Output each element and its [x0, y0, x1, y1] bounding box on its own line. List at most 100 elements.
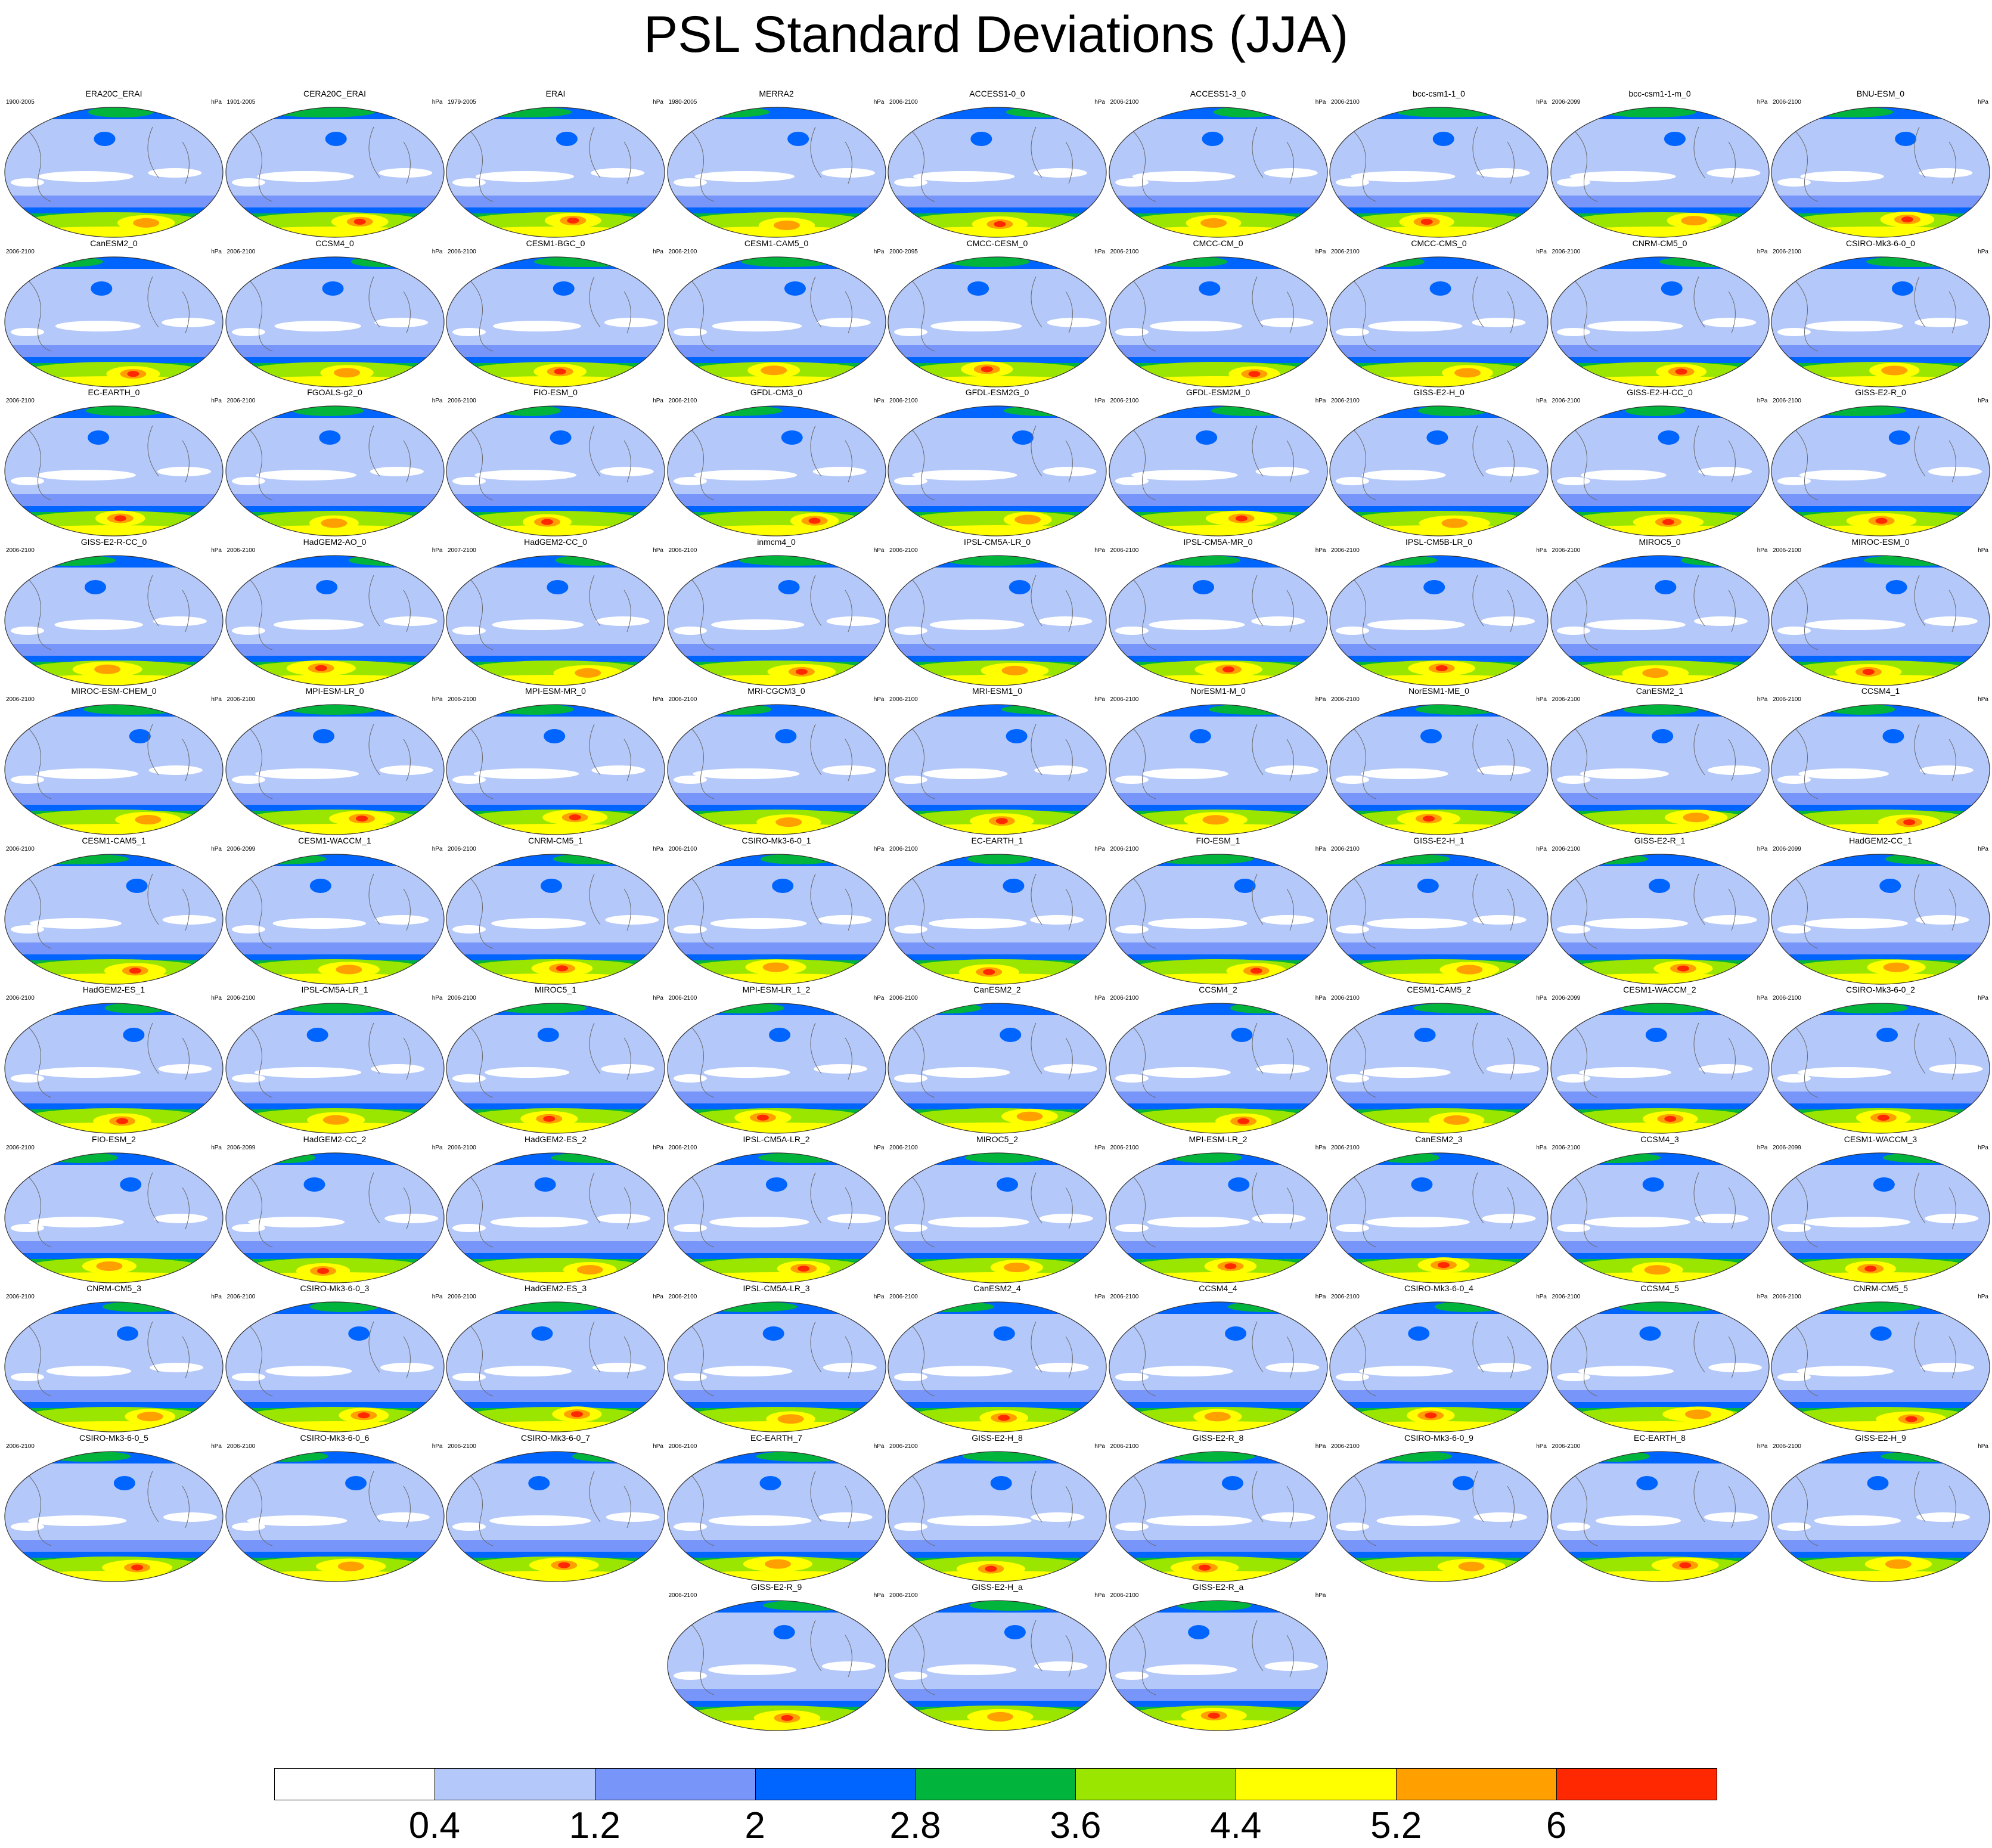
- panel-title: GFDL-ESM2G_0: [965, 387, 1029, 397]
- panel-unit: hPa: [1757, 1144, 1768, 1151]
- map-panel: GFDL-ESM2G_0 2006-2100 hPa: [887, 387, 1107, 539]
- global-map: [225, 405, 445, 537]
- map-panel: MIROC-ESM-CHEM_0 2006-2100 hPa: [4, 686, 224, 838]
- panel-unit: hPa: [653, 1443, 663, 1450]
- global-map: [1771, 704, 1990, 835]
- panel-title: HadGEM2-CC_1: [1849, 835, 1912, 845]
- map-panel: EC-EARTH_8 2006-2100 hPa: [1550, 1432, 1770, 1585]
- panel-years: 2006-2100: [889, 547, 918, 554]
- panel-title: BNU-ESM_0: [1856, 89, 1905, 98]
- global-map: [666, 107, 886, 238]
- panel-title: bcc-csm1-1_0: [1413, 89, 1465, 98]
- global-map: [1329, 256, 1549, 387]
- global-map: [1771, 1301, 1990, 1432]
- panel-title: GISS-E2-R_1: [1634, 835, 1686, 845]
- panel-unit: hPa: [1315, 995, 1326, 1001]
- panel-unit: hPa: [1978, 547, 1988, 554]
- map-panel: HadGEM2-CC_1 2006-2099 hPa: [1770, 835, 1991, 988]
- panel-years: 2006-2100: [889, 1144, 918, 1151]
- panel-title: MIROC-ESM-CHEM_0: [71, 686, 157, 696]
- panel-unit: hPa: [1315, 99, 1326, 106]
- panel-title: MIROC5_0: [1639, 537, 1681, 547]
- panel-years: 2006-2100: [1552, 547, 1581, 554]
- global-map: [1550, 107, 1770, 238]
- map-panel: CanESM2_4 2006-2100 hPa: [887, 1283, 1107, 1435]
- panel-years: 2006-2100: [448, 248, 476, 255]
- panel-unit: hPa: [1757, 99, 1768, 106]
- panel-years: 2006-2100: [448, 696, 476, 703]
- panel-unit: hPa: [653, 248, 663, 255]
- panel-years: 2006-2100: [668, 696, 697, 703]
- panel-unit: hPa: [1536, 248, 1547, 255]
- map-panel: CNRM-CM5_3 2006-2100 hPa: [4, 1283, 224, 1435]
- panel-years: 2006-2100: [889, 696, 918, 703]
- map-panel: IPSL-CM5A-LR_2 2006-2100 hPa: [666, 1134, 887, 1286]
- panel-unit: hPa: [1978, 696, 1988, 703]
- panel-unit: hPa: [1315, 845, 1326, 852]
- panel-unit: hPa: [432, 1294, 443, 1300]
- panel-title: CSIRO-Mk3-6-0_0: [1846, 238, 1915, 248]
- global-map: [1108, 704, 1328, 835]
- panel-unit: hPa: [1978, 1294, 1988, 1300]
- panel-years: 2006-2100: [448, 845, 476, 852]
- panel-years: 2006-2099: [1773, 1144, 1801, 1151]
- global-map: [225, 256, 445, 387]
- panel-title: CCSM4_2: [1199, 985, 1237, 994]
- global-map: [888, 1301, 1107, 1432]
- panel-years: 2006-2100: [1552, 845, 1581, 852]
- panel-years: 2006-2100: [226, 696, 256, 703]
- colorbar-swatch: [1075, 1768, 1237, 1800]
- map-panel: FGOALS-g2_0 2006-2100 hPa: [225, 387, 445, 539]
- map-panel: GISS-E2-R_0 2006-2100 hPa: [1770, 387, 1991, 539]
- panel-years: 2006-2099: [1552, 99, 1581, 106]
- panel-unit: hPa: [1536, 1443, 1547, 1450]
- global-map: [446, 1301, 665, 1432]
- global-map: [666, 853, 886, 985]
- global-map: [888, 853, 1107, 985]
- panel-years: 2006-2100: [1110, 248, 1139, 255]
- map-panel: IPSL-CM5A-LR_1 2006-2100 hPa: [225, 984, 445, 1137]
- panel-unit: hPa: [432, 547, 443, 554]
- panel-years: 2006-2100: [226, 398, 256, 404]
- map-panel: CSIRO-Mk3-6-0_1 2006-2100 hPa: [666, 835, 887, 988]
- panel-years: 2006-2100: [1773, 398, 1801, 404]
- panel-years: 2006-2100: [6, 248, 35, 255]
- map-panel: CCSM4_4 2006-2100 hPa: [1108, 1283, 1329, 1435]
- panel-years: 2006-2100: [6, 696, 35, 703]
- panel-years: 2006-2099: [1773, 845, 1801, 852]
- global-map: [446, 1152, 665, 1283]
- panel-unit: hPa: [1094, 398, 1105, 404]
- colorbar-tick-label: 5.2: [1370, 1805, 1422, 1846]
- panel-years: 2006-2100: [226, 547, 256, 554]
- global-map: [4, 1003, 224, 1134]
- panel-title: CMCC-CESM_0: [966, 238, 1028, 248]
- map-panel: CSIRO-Mk3-6-0_3 2006-2100 hPa: [225, 1283, 445, 1435]
- panel-years: 2006-2100: [1773, 1294, 1801, 1300]
- panel-title: GISS-E2-R_9: [750, 1582, 802, 1592]
- panel-title: MERRA2: [759, 89, 794, 98]
- panel-years: 2006-2100: [889, 995, 918, 1001]
- map-panel: CSIRO-Mk3-6-0_2 2006-2100 hPa: [1770, 984, 1991, 1137]
- panel-years: 2006-2100: [1331, 995, 1360, 1001]
- panel-title: CESM1-CAM5_0: [744, 238, 809, 248]
- panel-years: 2006-2100: [668, 547, 697, 554]
- panel-years: 2006-2100: [1331, 1294, 1360, 1300]
- colorbar-swatch: [915, 1768, 1076, 1800]
- panel-unit: hPa: [432, 248, 443, 255]
- panel-title: NorESM1-M_0: [1190, 686, 1246, 696]
- panel-unit: hPa: [432, 1443, 443, 1450]
- global-map: [446, 405, 665, 537]
- global-map: [446, 1450, 665, 1582]
- panel-title: IPSL-CM5A-LR_0: [963, 537, 1031, 547]
- global-map: [225, 1152, 445, 1283]
- panel-years: 2006-2100: [668, 398, 697, 404]
- map-panel: IPSL-CM5B-LR_0 2006-2100 hPa: [1329, 537, 1549, 689]
- panel-years: 2006-2100: [668, 1294, 697, 1300]
- panel-years: 2006-2100: [448, 995, 476, 1001]
- global-map: [4, 256, 224, 387]
- panel-title: ERAI: [545, 89, 566, 98]
- map-panel: CESM1-BGC_0 2006-2100 hPa: [445, 238, 666, 390]
- panel-title: CanESM2_2: [973, 985, 1021, 994]
- map-panel: CanESM2_3 2006-2100 hPa: [1329, 1134, 1549, 1286]
- global-map: [1329, 554, 1549, 686]
